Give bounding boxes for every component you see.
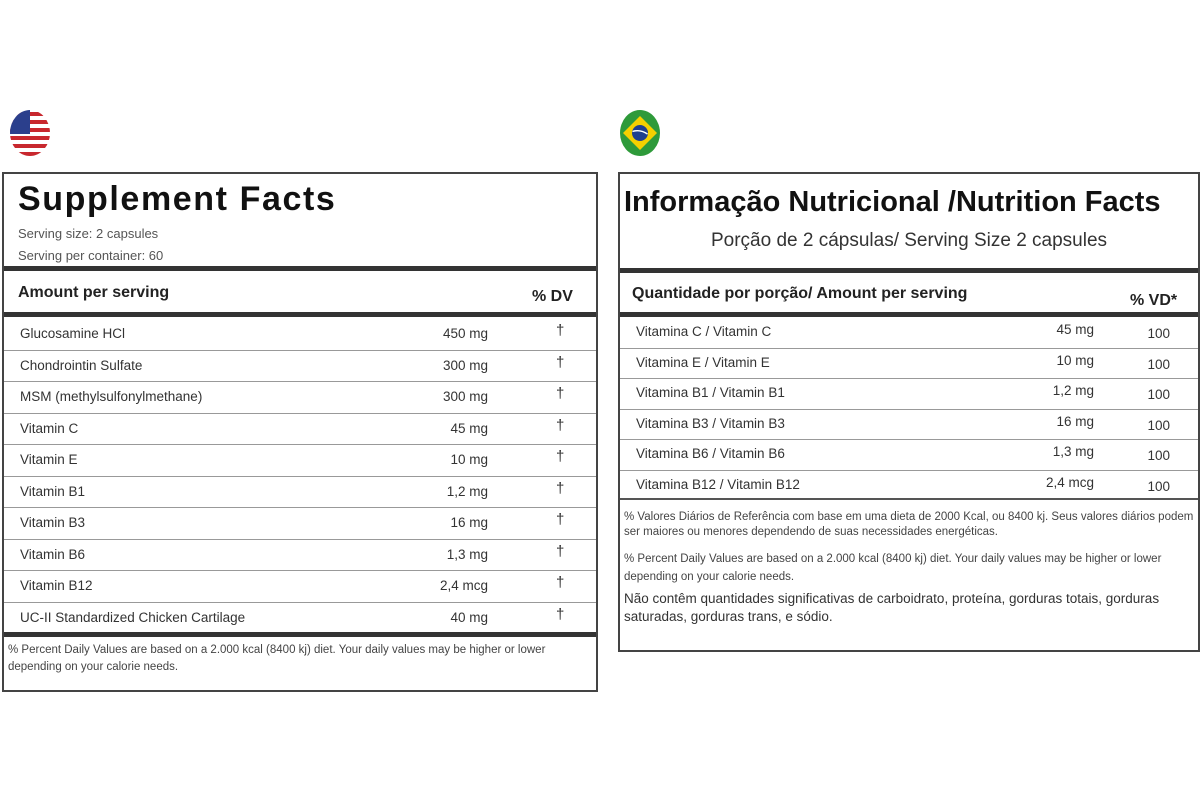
- amount-per-serving-header: Amount per serving: [18, 284, 170, 301]
- br-row-name: Vitamina B3 / Vitamin B3: [636, 415, 785, 431]
- us-row-name: Vitamin B12: [20, 578, 93, 593]
- us-row-amount: 300 mg: [442, 357, 488, 373]
- br-row-name: Vitamina B1 / Vitamin B1: [636, 385, 785, 400]
- br-row-vd: 100: [1147, 356, 1170, 372]
- us-row-dv: †: [556, 574, 565, 591]
- us-row-dv: †: [556, 479, 565, 497]
- us-row-name: Vitamin B1: [20, 483, 86, 499]
- supplement-facts-title: Supplement Facts: [18, 180, 337, 218]
- br-row-amount: 1,2 mg: [1052, 383, 1094, 398]
- column-divider: [4, 312, 596, 317]
- br-row-vd: 100: [1147, 387, 1170, 402]
- us-row-amount: 45 mg: [450, 420, 488, 436]
- row-divider: [4, 381, 596, 382]
- us-row-amount: 10 mg: [450, 452, 488, 467]
- usa-flag-icon: [10, 110, 50, 156]
- row-divider: [620, 469, 1198, 471]
- br-row-name: Vitamina E / Vitamin E: [636, 354, 770, 370]
- br-row-vd: 100: [1147, 478, 1170, 494]
- br-footnote-en: % Percent Daily Values are based on a 2.…: [624, 553, 1162, 583]
- footer-divider: [620, 498, 1198, 500]
- row-divider: [4, 412, 596, 414]
- footer-divider: [4, 632, 596, 637]
- row-divider: [4, 444, 596, 445]
- us-row-amount: 2,4 mcg: [439, 578, 488, 593]
- br-row-amount: 16 mg: [1056, 413, 1094, 429]
- us-row-dv: †: [556, 448, 565, 465]
- us-row-name: Chondrointin Sulfate: [20, 357, 143, 373]
- us-row-dv: †: [556, 385, 565, 402]
- supplement-facts-panel: Supplement Facts Serving size: 2 capsule…: [2, 172, 598, 692]
- row-divider: [4, 507, 596, 508]
- dv-header: % DV: [532, 288, 573, 305]
- us-row-amount: 300 mg: [442, 389, 488, 404]
- us-row-amount: 16 mg: [450, 515, 488, 530]
- us-row-dv: †: [556, 511, 565, 528]
- br-row-amount: 2,4 mcg: [1045, 474, 1094, 490]
- us-row-name: UC-II Standardized Chicken Cartilage: [20, 609, 246, 625]
- us-row-amount: 450 mg: [442, 326, 488, 341]
- br-row-vd: 100: [1147, 448, 1170, 463]
- us-footnote: % Percent Daily Values are based on a 2.…: [8, 644, 546, 673]
- us-row-dv: †: [556, 542, 565, 560]
- br-row-name: Vitamina C / Vitamin C: [636, 324, 772, 339]
- row-divider: [620, 378, 1198, 379]
- row-divider: [4, 475, 596, 477]
- amount-per-serving-header: Quantidade por porção/ Amount per servin…: [632, 285, 968, 302]
- br-row-name: Vitamina B12 / Vitamin B12: [636, 476, 800, 492]
- row-divider: [4, 349, 596, 351]
- row-divider: [620, 439, 1198, 440]
- servings-per-container: Serving per container: 60: [18, 248, 164, 263]
- header-divider: [620, 268, 1198, 273]
- us-row-dv: †: [556, 353, 565, 371]
- serving-size: Serving size: 2 capsules: [18, 226, 159, 241]
- us-row-name: Vitamin E: [20, 452, 78, 467]
- us-row-amount: 40 mg: [450, 609, 488, 625]
- row-divider: [620, 347, 1198, 349]
- row-divider: [4, 570, 596, 571]
- row-divider: [4, 601, 596, 603]
- brazil-flag-icon: [620, 110, 660, 156]
- br-row-amount: 10 mg: [1056, 352, 1094, 368]
- us-row-name: Vitamin B3: [20, 515, 86, 530]
- us-row-name: Vitamin B6: [20, 546, 86, 562]
- br-notice: Não contêm quantidades significativas de…: [624, 591, 1160, 624]
- br-footnote-pt: % Valores Diários de Referência com base…: [624, 511, 1194, 538]
- vd-header: % VD*: [1130, 292, 1178, 309]
- br-row-vd: 100: [1147, 417, 1170, 433]
- column-divider: [620, 312, 1198, 317]
- us-row-name: Glucosamine HCl: [20, 326, 126, 341]
- br-row-vd: 100: [1147, 326, 1170, 341]
- us-row-amount: 1,2 mg: [446, 483, 488, 499]
- us-row-dv: †: [556, 605, 565, 623]
- br-row-name: Vitamina B6 / Vitamin B6: [636, 446, 785, 461]
- nutrition-facts-panel: Informação Nutricional /Nutrition Facts …: [618, 172, 1200, 652]
- br-row-amount: 1,3 mg: [1052, 444, 1094, 459]
- row-divider: [620, 408, 1198, 410]
- us-row-amount: 1,3 mg: [446, 546, 488, 562]
- header-divider: [4, 266, 596, 271]
- serving-size-bilingual: Porção de 2 cápsulas/ Serving Size 2 cap…: [710, 230, 1108, 251]
- us-row-name: Vitamin C: [20, 420, 79, 436]
- us-row-dv: †: [556, 416, 565, 434]
- nutrition-facts-title: Informação Nutricional /Nutrition Facts: [624, 186, 1161, 218]
- us-row-name: MSM (methylsulfonylmethane): [20, 389, 203, 404]
- us-row-dv: †: [556, 322, 565, 339]
- br-row-amount: 45 mg: [1056, 322, 1094, 337]
- row-divider: [4, 538, 596, 540]
